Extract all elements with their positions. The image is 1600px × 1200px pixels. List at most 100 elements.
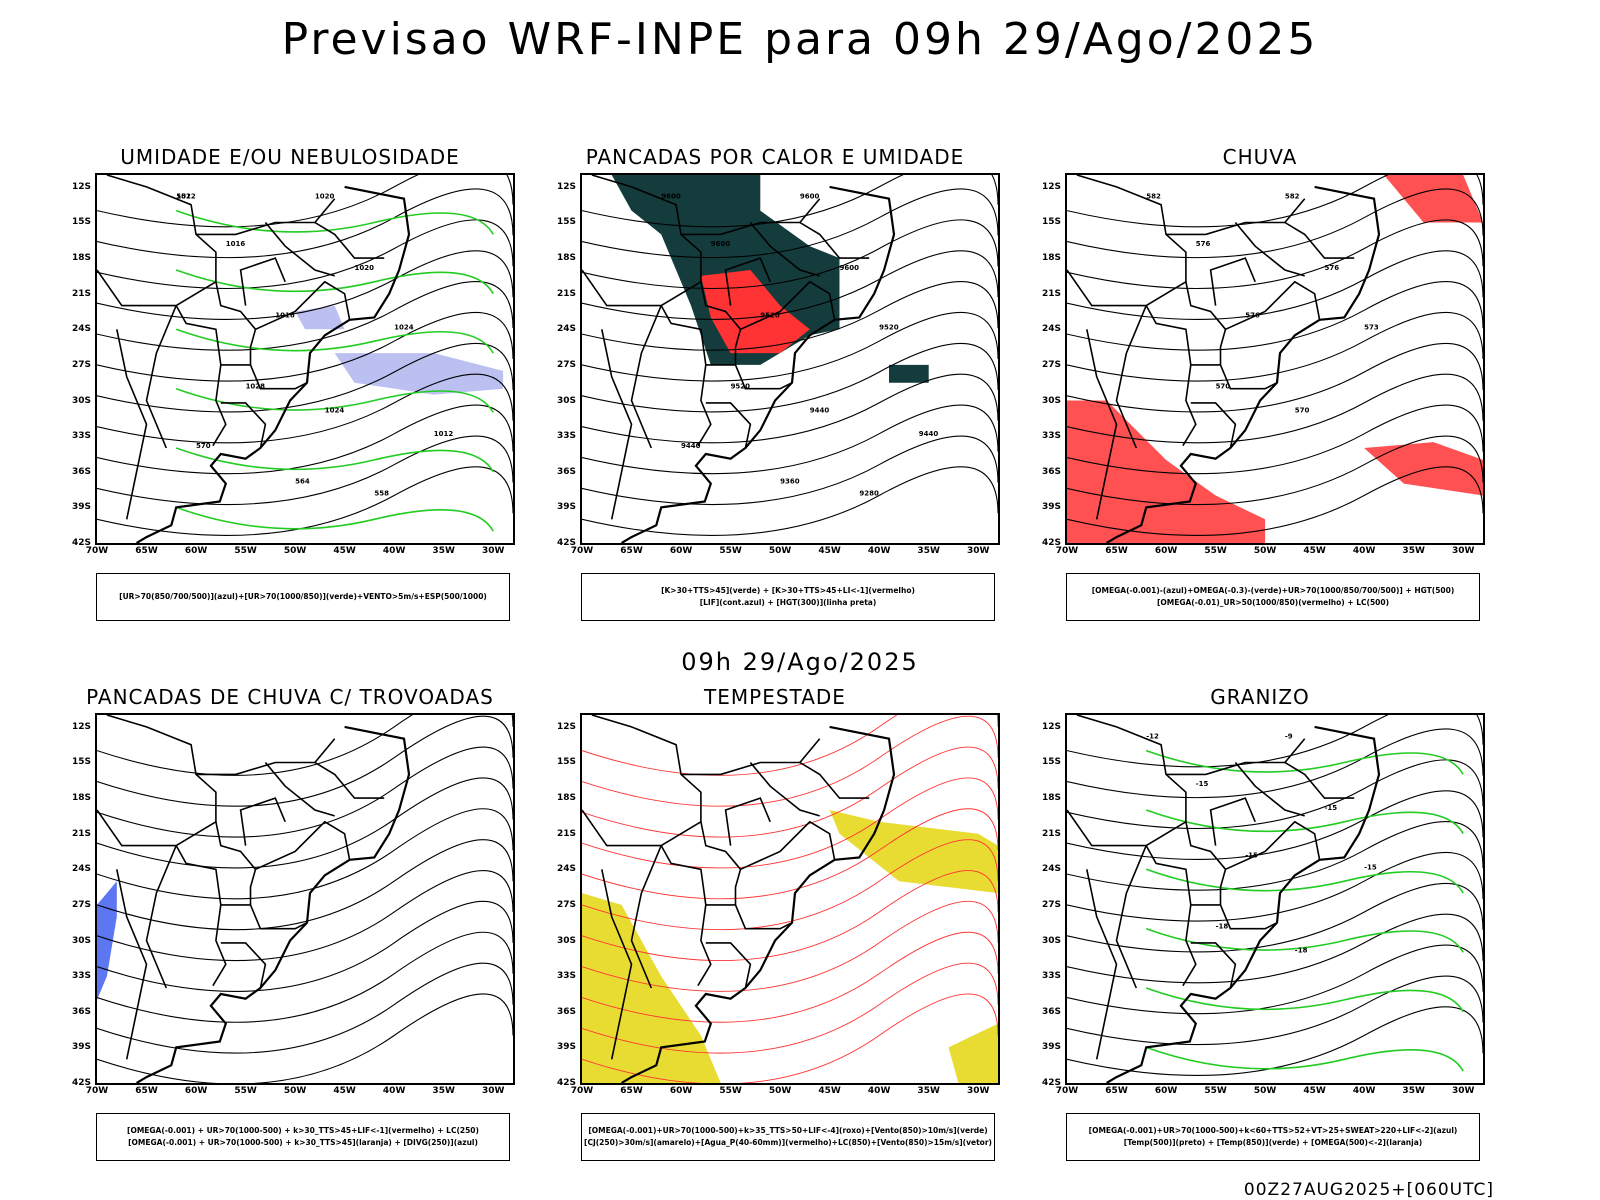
contour-line [97, 870, 513, 962]
lat-tick-label: 27S [556, 899, 576, 910]
border-line [220, 402, 267, 449]
legend-line: [K>30+TTS>45](verde) + [K>30+TTS>45+LI<-… [661, 586, 915, 595]
green-contour-line [1145, 749, 1464, 775]
humidity-panel: UMIDADE E/OU NEBULOSIDADE 12S 15S 18S 21S 24… [55, 145, 525, 635]
border-line [1190, 942, 1237, 989]
contour-line [582, 311, 998, 382]
border-line [1209, 257, 1256, 306]
lon-tick-label: 35W [917, 1086, 940, 1096]
contour-line [582, 715, 998, 776]
lon-tick-label: 55W [234, 546, 257, 556]
valid-time-title: 09h 29/Ago/2025 [681, 648, 919, 676]
contour-label: 564 [295, 478, 310, 486]
rain-red-area [1384, 175, 1483, 223]
border-line [1225, 820, 1321, 871]
lat-tick-label: 30S [71, 395, 91, 406]
lon-tick-label: 55W [719, 1086, 742, 1096]
lat-tick-label: 21S [1041, 828, 1061, 839]
green-contour-line [1145, 1046, 1464, 1072]
legend-line: [CJ(250)>30m/s](amarelo)+[Agua_P(40-60mm… [584, 1138, 992, 1147]
border-line [1284, 221, 1355, 259]
lat-tick-label: 21S [1041, 288, 1061, 299]
lat-tick-label: 27S [71, 899, 91, 910]
contour-label: 573 [1364, 323, 1379, 331]
contour-label: 1024 [325, 406, 345, 414]
lat-tick-label: 21S [71, 828, 91, 839]
divg-blue-area [97, 881, 117, 1000]
longitude-axis-labels: 70W 65W 60W 55W 50W 45W 40W 35W 30W [1056, 1086, 1485, 1100]
contour-label: 570 [196, 442, 211, 450]
lat-tick-label: 42S [556, 1078, 576, 1088]
lat-tick-label: 21S [556, 288, 576, 299]
border-line [1086, 329, 1118, 520]
border-line [601, 869, 633, 1060]
lon-tick-label: 45W [818, 546, 841, 556]
lon-tick-label: 60W [669, 546, 693, 556]
border-line [145, 305, 177, 449]
rh-blue-area [334, 353, 504, 395]
lat-tick-label: 27S [1041, 899, 1061, 910]
border-line [215, 821, 257, 870]
heat-showers-panel: PANCADAS POR CALOR E UMIDADE 12S 15S 18S 21… [540, 145, 1010, 635]
contour-label: 9360 [780, 478, 800, 486]
border-line [734, 904, 793, 930]
contour-label: 576 [1196, 240, 1211, 248]
border-line [215, 281, 257, 330]
map-frame [95, 713, 515, 1085]
border-line [697, 904, 712, 987]
lon-tick-label: 35W [1402, 1086, 1425, 1096]
green-contour-line [175, 209, 494, 235]
contour-label: 1012 [176, 193, 196, 201]
legend-line: [OMEGA(-0.001)-(azul)+OMEGA(-0.3)-(verde… [1091, 586, 1455, 595]
map-canvas: 9600 9600 9600 9600 9520 9520 9520 9440 9440 9440… [582, 175, 998, 543]
contour-label: 9440 [919, 430, 939, 438]
contour-label: 582 [1285, 193, 1300, 201]
border-line [724, 257, 771, 306]
contour-line [582, 962, 998, 1054]
contour-label: -15 [1364, 863, 1377, 871]
lat-tick-label: 15S [556, 757, 576, 768]
contour-line [1067, 250, 1483, 320]
coastline [621, 185, 896, 543]
contour-line [1067, 281, 1483, 351]
lat-tick-label: 39S [556, 502, 576, 513]
border-line [681, 198, 821, 236]
legend-line: [OMEGA(-0.001)+UR>70(1000-500)+k>35_TTS>… [588, 1126, 988, 1135]
border-line [749, 761, 820, 817]
lon-tick-label: 65W [135, 1086, 158, 1096]
map-frame: 1012 1020 1016 1020 1016 1024 1028 1024 1012 570 5… [95, 173, 515, 545]
lat-tick-label: 24S [71, 864, 91, 875]
rain-red-area [1364, 442, 1483, 496]
lat-tick-label: 15S [71, 757, 91, 768]
contour-label: 1020 [315, 193, 335, 201]
border-line [1234, 221, 1305, 277]
border-line [97, 175, 217, 307]
lon-tick-label: 60W [1154, 546, 1178, 556]
border-line [1067, 715, 1187, 847]
contour-label: 9520 [731, 383, 751, 391]
green-contour-line [175, 387, 494, 413]
contour-label: 576 [1245, 311, 1260, 319]
lat-tick-label: 33S [1041, 431, 1061, 442]
contour-label: 1024 [394, 323, 414, 331]
contour-line [97, 281, 513, 351]
contour-line [582, 188, 998, 259]
lon-tick-label: 70W [1055, 1086, 1079, 1096]
contour-line [1067, 975, 1483, 1046]
contour-line [1067, 311, 1483, 382]
green-contour-line [1145, 987, 1464, 1013]
contour-line [582, 404, 998, 475]
legend-line: [OMEGA(-0.01)_UR>50(1000/850)(vermelho) … [1156, 598, 1390, 607]
contour-line [582, 808, 998, 900]
green-contour-line [175, 447, 494, 473]
k-tts-green-area [889, 364, 929, 383]
contour-line [97, 900, 513, 992]
contour-line [1067, 188, 1483, 259]
contour-line [97, 839, 513, 931]
border-line [264, 761, 335, 817]
border-line [734, 364, 793, 390]
lon-tick-label: 40W [1352, 546, 1376, 556]
lat-tick-label: 33S [71, 431, 91, 442]
contour-label: 1016 [275, 311, 295, 319]
lon-tick-label: 70W [85, 1086, 109, 1096]
